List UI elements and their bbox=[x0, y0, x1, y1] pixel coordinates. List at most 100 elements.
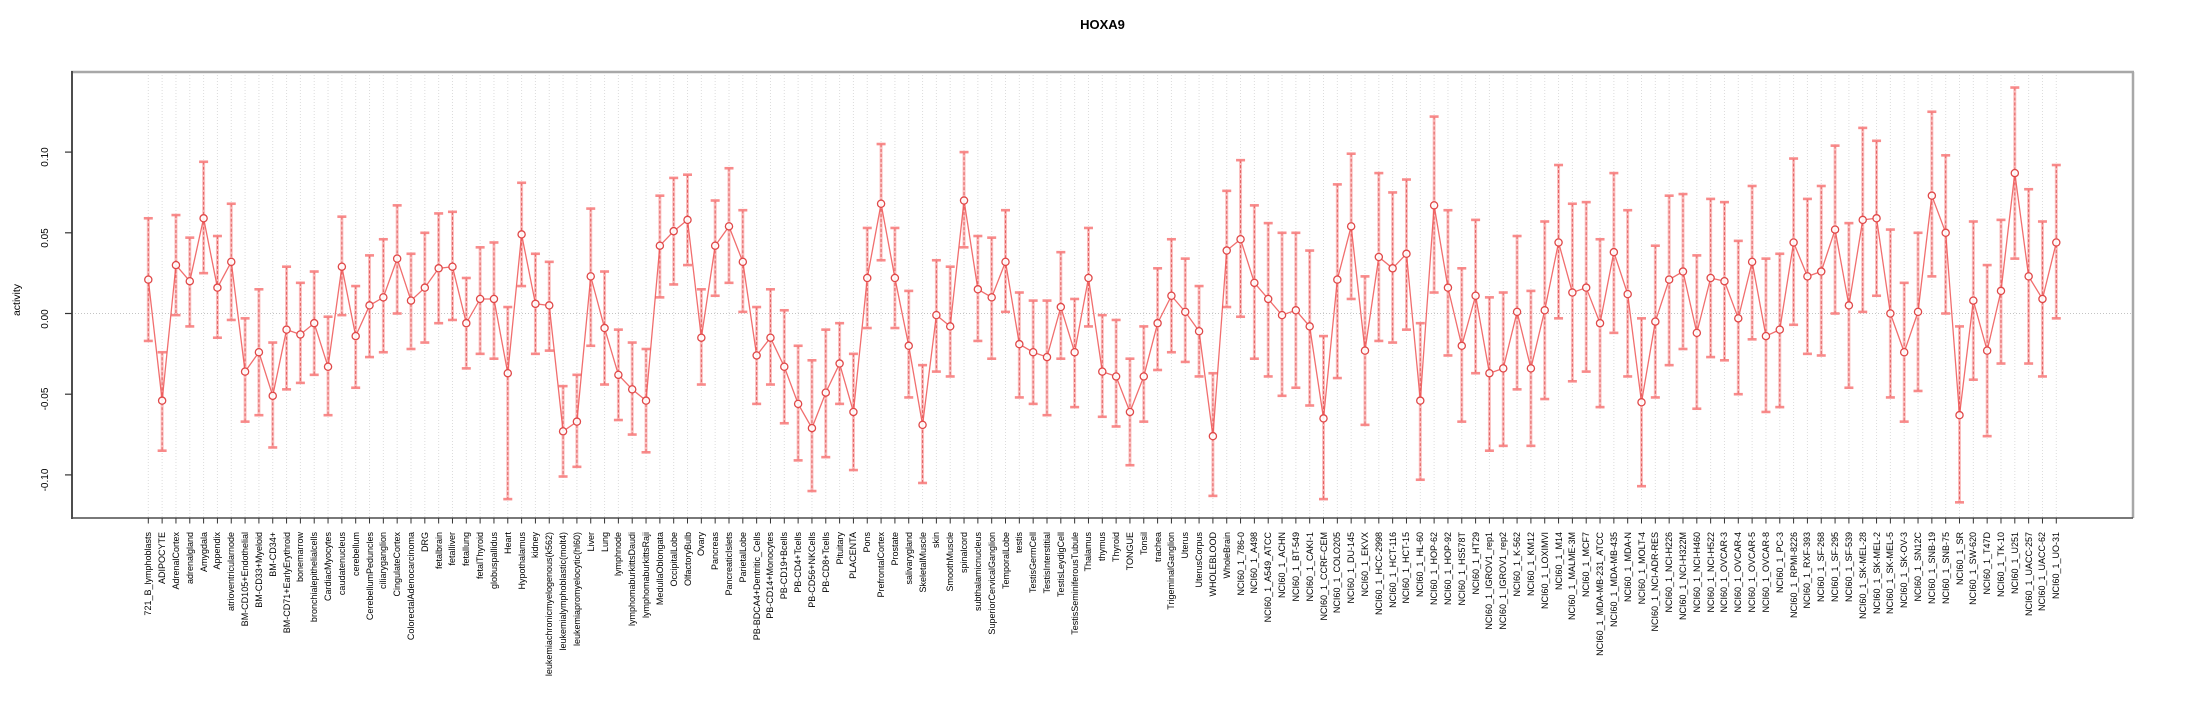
x-axis-label-text: Hypothalamus bbox=[516, 532, 527, 590]
data-point bbox=[503, 368, 513, 378]
x-axis-label-text: SmoothMuscle bbox=[945, 532, 956, 592]
x-axis-label-text: ciliaryganglion bbox=[378, 532, 389, 590]
x-axis-label-text: NCI60_1_NCI-H322M bbox=[1677, 532, 1688, 621]
data-point bbox=[1153, 318, 1162, 328]
x-axis-label-text: NCI60_1_IGROV1_rep1 bbox=[1484, 532, 1495, 630]
x-axis-label-text: NCI60_1_MDA-MB-435 bbox=[1608, 532, 1619, 628]
x-axis-label-text: NCI60_1_SF-539 bbox=[1843, 532, 1854, 603]
chart-title: HOXA9 bbox=[1080, 17, 1125, 32]
data-point bbox=[1429, 201, 1439, 210]
x-axis-label-text: NCI60_1_BT-549 bbox=[1290, 532, 1301, 602]
x-axis-label-text: PrefrontalCortex bbox=[876, 532, 887, 598]
data-point bbox=[863, 273, 872, 283]
x-axis-label-text: NCI60_1_KM12 bbox=[1525, 532, 1536, 597]
data-point bbox=[2052, 238, 2061, 247]
data-point bbox=[517, 230, 526, 239]
y-axis-tick-label: 0.05 bbox=[40, 228, 59, 251]
data-point bbox=[1222, 246, 1231, 255]
y-axis-tick-label-text: 0.00 bbox=[40, 308, 51, 329]
data-point bbox=[171, 260, 181, 270]
data-point bbox=[475, 294, 485, 304]
x-axis-label-text: TrigeminalGanglion bbox=[1166, 532, 1177, 610]
data-point bbox=[1098, 367, 1107, 376]
data-point bbox=[1886, 309, 1895, 318]
x-axis-label-text: NCI60_1_LOXIMVI bbox=[1539, 532, 1550, 610]
data-point bbox=[489, 294, 499, 304]
x-axis-label-text: TestisGermCell bbox=[1028, 532, 1039, 594]
data-point bbox=[932, 310, 941, 320]
data-point bbox=[1609, 247, 1619, 257]
x-axis-label-text: WholeBrain bbox=[1221, 532, 1232, 579]
x-axis-label-text: TestisLeydigCell bbox=[1055, 532, 1066, 598]
data-point bbox=[793, 399, 803, 409]
x-axis-label-text: Thalamus bbox=[1083, 532, 1094, 572]
x-axis-label-text: SuperiorCervicalGanglion bbox=[986, 532, 997, 635]
x-axis-label-text: cerebellum bbox=[350, 532, 361, 577]
data-point bbox=[1028, 347, 1038, 357]
data-point bbox=[379, 293, 388, 302]
data-point bbox=[1581, 283, 1591, 292]
x-axis-label-text: NCI60_1_HT29 bbox=[1470, 532, 1481, 595]
data-point bbox=[1941, 228, 1950, 238]
x-axis-label-text: PB-CD19+Bcells bbox=[779, 532, 790, 600]
x-axis-label-text: NCI60_1_A498 bbox=[1249, 532, 1260, 594]
data-point bbox=[2024, 272, 2033, 281]
data-point bbox=[890, 273, 900, 283]
x-axis-label-text: NCI60_1_SK-MEL-5 bbox=[1885, 532, 1896, 615]
data-point bbox=[2010, 168, 2020, 178]
data-point bbox=[227, 257, 236, 267]
data-point bbox=[1720, 276, 1729, 286]
x-axis-label-text: Pituitary bbox=[834, 532, 845, 565]
data-point bbox=[1042, 352, 1052, 362]
x-axis-label-text: TestisInterstitial bbox=[1041, 532, 1052, 594]
data-point bbox=[1775, 325, 1785, 334]
data-point bbox=[462, 318, 471, 328]
x-axis-label-text: NCI60_1_NCI-H522 bbox=[1705, 532, 1716, 613]
x-axis-label-text: NCI60_1_RPMI-8226 bbox=[1788, 532, 1799, 619]
x-axis-label-text: NCI60_1_UACC-62 bbox=[2037, 532, 2048, 612]
x-axis-label-text: fetallung bbox=[461, 532, 472, 567]
x-axis-label-text: PancreaticIslets bbox=[723, 532, 734, 596]
data-point bbox=[1250, 278, 1259, 288]
x-axis-label-text: SkeletalMuscle bbox=[917, 532, 928, 593]
x-axis-label-text: ParietalLobe bbox=[737, 532, 748, 583]
x-axis-label-text: NCI60_1_ACHN bbox=[1277, 532, 1288, 599]
data-point bbox=[1568, 288, 1577, 297]
y-axis-tick-label: -0.10 bbox=[40, 468, 63, 493]
x-axis-label-text: NCI60_1_OVCAR-3 bbox=[1719, 532, 1730, 613]
data-point bbox=[1955, 410, 1964, 420]
data-point bbox=[918, 420, 927, 430]
x-axis-label-text: TemporalLobe bbox=[1000, 532, 1011, 590]
x-axis-label-text: Pons bbox=[862, 532, 873, 553]
x-axis-label-text: NCI60_1_NCI-H226 bbox=[1664, 532, 1675, 613]
x-axis-label-text: NCI60_1_786-0 bbox=[1235, 532, 1246, 596]
data-point bbox=[876, 199, 886, 208]
x-axis-label-text: OlfactoryBulb bbox=[682, 532, 693, 587]
data-point bbox=[835, 359, 844, 368]
data-point bbox=[572, 417, 582, 426]
data-point bbox=[1001, 257, 1010, 267]
data-point bbox=[1015, 339, 1024, 349]
data-point bbox=[1816, 267, 1826, 276]
x-axis-label-text: leukemiapromyelocytic(hl60) bbox=[571, 532, 582, 647]
data-point bbox=[1416, 396, 1425, 405]
x-axis-label-text: NCI60_1_CAKI-1 bbox=[1304, 532, 1315, 602]
data-point bbox=[1236, 235, 1245, 244]
data-point bbox=[2038, 294, 2047, 304]
x-axis-label-text: NCI60_1_MALME-3M bbox=[1567, 532, 1578, 621]
x-axis-label-text: NCI60_1_UACC-257 bbox=[2023, 532, 2034, 617]
data-point bbox=[1927, 191, 1937, 200]
data-point bbox=[1554, 238, 1563, 247]
data-point bbox=[586, 272, 595, 281]
data-point bbox=[1139, 372, 1149, 381]
x-axis-label-text: BM-CD34+ bbox=[267, 532, 278, 577]
x-axis-label-text: PB-BDCA4+Dentritic_Cells bbox=[751, 532, 762, 641]
data-point bbox=[1996, 286, 2006, 296]
data-point bbox=[1969, 296, 1978, 305]
x-axis-label-text: NCI60_1_HOP-62 bbox=[1429, 532, 1440, 606]
data-point bbox=[1623, 289, 1632, 299]
data-point bbox=[1457, 341, 1467, 351]
data-point bbox=[1498, 364, 1508, 373]
data-point bbox=[1872, 214, 1881, 223]
x-axis-label-text: ADIPOCYTE bbox=[157, 532, 168, 585]
